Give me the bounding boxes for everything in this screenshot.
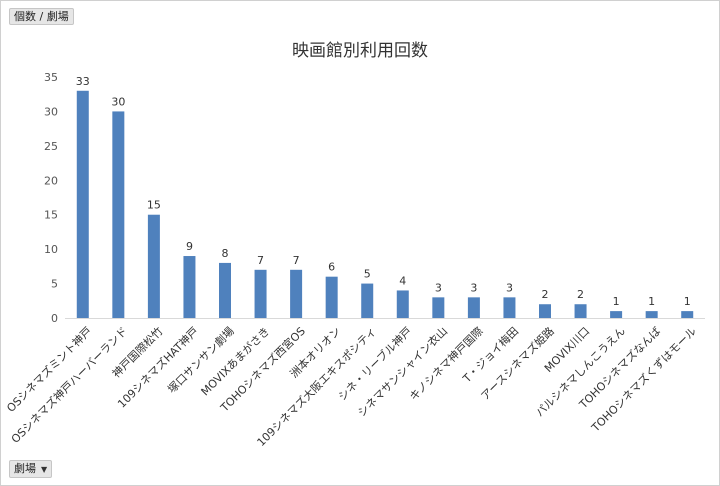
data-label: 3: [435, 281, 442, 294]
data-label: 1: [648, 295, 655, 308]
y-tick-label: 10: [44, 243, 58, 256]
y-tick-label: 35: [44, 71, 58, 84]
data-label: 33: [76, 75, 90, 88]
bar: [76, 90, 89, 319]
bar: [467, 297, 480, 318]
axis-field-label: 劇場: [14, 462, 36, 475]
data-label: 30: [111, 95, 125, 108]
data-label: 7: [257, 254, 264, 267]
data-label: 3: [506, 281, 513, 294]
dropdown-arrow-icon: ▼: [41, 465, 48, 474]
axis-field-button[interactable]: 劇場 ▼: [9, 460, 53, 478]
y-tick-label: 15: [44, 209, 58, 222]
y-tick-label: 30: [44, 105, 58, 118]
bar: [432, 297, 445, 318]
value-field-label: 個数 / 劇場: [14, 10, 69, 23]
bar: [147, 214, 160, 318]
bar: [574, 304, 587, 318]
bar: [610, 311, 623, 318]
bar: [112, 111, 125, 318]
x-axis-labels: OSシネマズミント神戸OSシネマズ神戸ハーバーランド神戸国際松竹109シネマズH…: [4, 324, 699, 449]
data-label: 1: [613, 295, 620, 308]
data-label: 3: [470, 281, 477, 294]
bar: [325, 276, 338, 318]
data-label: 7: [293, 254, 300, 267]
data-label: 5: [364, 268, 371, 281]
chart-title: 映画館別利用回数: [292, 41, 428, 61]
bar: [396, 290, 409, 318]
data-label: 8: [222, 247, 229, 260]
y-tick-label: 5: [51, 278, 58, 291]
value-field-button[interactable]: 個数 / 劇場: [9, 8, 74, 25]
data-label: 4: [399, 274, 406, 287]
bar: [183, 256, 196, 318]
bar: [539, 304, 551, 318]
y-tick-label: 0: [51, 312, 58, 325]
bar: [645, 311, 658, 318]
data-label: 9: [186, 240, 193, 253]
data-label: 6: [328, 261, 335, 274]
bar: [219, 262, 231, 318]
y-tick-label: 25: [44, 140, 58, 153]
data-label: 2: [542, 288, 549, 301]
x-tick-label: 塚口サンサン劇場: [165, 324, 237, 396]
data-label: 1: [684, 295, 691, 308]
bar: [503, 297, 516, 318]
data-label: 2: [577, 288, 584, 301]
bar: [254, 269, 267, 318]
bar: [290, 269, 303, 318]
y-tick-label: 20: [44, 174, 58, 187]
bar: [681, 311, 694, 318]
data-label: 15: [147, 199, 161, 212]
bar: [361, 283, 374, 318]
